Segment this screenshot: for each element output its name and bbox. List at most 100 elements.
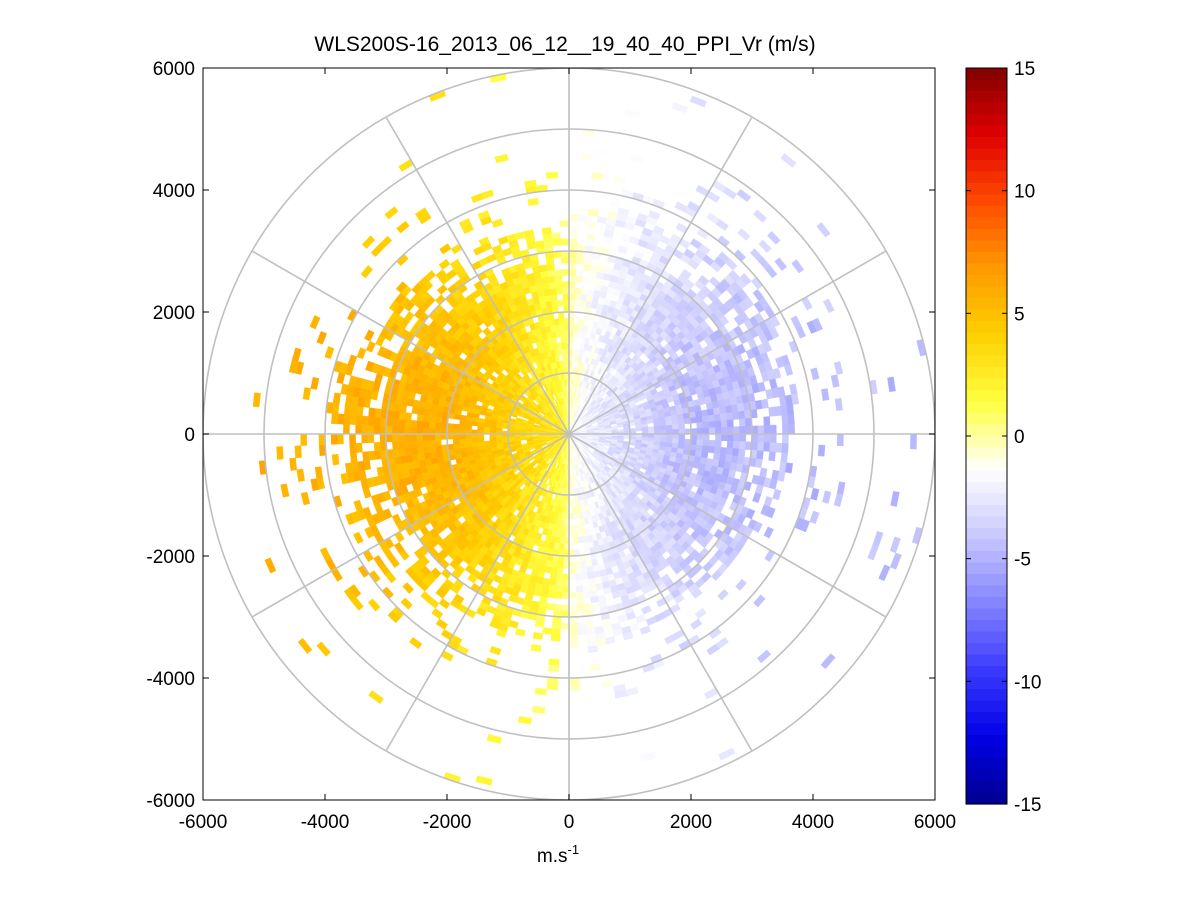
velocity-bin: [591, 172, 604, 181]
velocity-bin: [560, 524, 566, 532]
velocity-bin: [576, 524, 582, 532]
colorbar-swatch: [966, 585, 1007, 598]
velocity-bin: [568, 262, 577, 270]
velocity-bin: [568, 555, 575, 563]
velocity-bin: [404, 440, 412, 449]
velocity-bin: [784, 364, 794, 376]
azimuth-spoke: [251, 250, 570, 435]
velocity-bin: [696, 427, 704, 435]
velocity-bin: [477, 437, 485, 443]
x-tick-label: 2000: [670, 812, 712, 833]
velocity-bin: [588, 663, 601, 672]
velocity-bin: [707, 414, 716, 423]
velocity-bin: [404, 412, 413, 421]
velocity-bin: [545, 300, 553, 309]
velocity-bin: [910, 433, 917, 450]
velocity-bin: [823, 298, 835, 314]
velocity-bin: [768, 326, 780, 339]
velocity-bin: [574, 567, 582, 575]
velocity-bin: [769, 442, 777, 453]
velocity-bin: [580, 293, 588, 302]
velocity-bin: [410, 447, 419, 455]
velocity-bin: [588, 276, 597, 285]
velocity-bin: [560, 336, 566, 344]
velocity-bin: [543, 239, 553, 247]
velocity-bin: [542, 233, 553, 241]
velocity-bin: [343, 587, 357, 602]
velocity-bin: [368, 690, 384, 705]
colorbar-swatch: [966, 597, 1007, 610]
velocity-bin: [367, 598, 381, 612]
velocity-bin: [555, 287, 564, 295]
velocity-bin: [452, 438, 460, 445]
velocity-bin: [465, 442, 473, 448]
azimuth-spoke: [385, 433, 570, 752]
colorbar-tick-label: -5: [1014, 550, 1031, 571]
colorbar-swatch: [966, 516, 1007, 529]
velocity-bin: [780, 452, 789, 463]
velocity-bin: [316, 641, 331, 657]
colorbar-swatch: [966, 401, 1007, 414]
velocity-bin: [558, 317, 565, 325]
velocity-bin: [541, 276, 550, 285]
velocity-bin: [737, 228, 751, 241]
velocity-bin: [423, 452, 432, 460]
velocity-bin: [738, 441, 746, 450]
velocity-bin: [689, 95, 707, 108]
colorbar-swatch: [966, 643, 1007, 656]
velocity-bin: [563, 305, 570, 313]
velocity-bin: [548, 281, 557, 290]
velocity-bin: [560, 610, 570, 618]
velocity-bin: [398, 418, 406, 428]
velocity-bin: [834, 397, 843, 411]
velocity-bin: [554, 324, 561, 332]
velocity-bin: [548, 578, 557, 587]
velocity-bin: [561, 354, 567, 362]
colorbar-swatch: [966, 367, 1007, 380]
velocity-bin: [397, 433, 405, 442]
velocity-bin: [434, 422, 442, 429]
x-tick-label: 0: [564, 812, 575, 833]
velocity-bin: [546, 263, 555, 271]
velocity-bin: [629, 153, 644, 164]
velocity-bin: [817, 444, 826, 457]
velocity-bin: [542, 282, 551, 291]
velocity-bin: [756, 450, 764, 460]
velocity-bin: [757, 433, 765, 443]
velocity-bin: [718, 453, 727, 462]
x-tick-label: -2000: [423, 812, 472, 833]
colorbar-tick-label: 10: [1014, 182, 1035, 203]
colorbar-swatch: [966, 712, 1007, 725]
velocity-bin: [545, 257, 555, 265]
velocity-bin: [345, 513, 356, 526]
velocity-bin: [754, 458, 763, 469]
velocity-bin: [639, 625, 651, 635]
velocity-bin: [416, 440, 424, 448]
colorbar-tick-label: -10: [1014, 672, 1041, 693]
velocity-bin: [428, 439, 436, 447]
velocity-bin: [361, 433, 369, 444]
velocity-bin: [349, 414, 357, 425]
velocity-bin: [593, 240, 604, 249]
velocity-bin: [763, 424, 771, 435]
velocity-bin: [534, 240, 545, 249]
velocity-bin: [459, 442, 467, 449]
velocity-bin: [725, 447, 734, 456]
velocity-bin: [648, 210, 661, 221]
velocity-bin: [310, 376, 320, 390]
velocity-bin: [297, 637, 313, 654]
velocity-bin: [276, 446, 284, 460]
velocity-bin: [527, 197, 539, 206]
velocity-bin: [575, 281, 583, 289]
velocity-bin: [459, 424, 466, 430]
velocity-bin: [449, 258, 462, 270]
velocity-bin: [694, 410, 703, 418]
colorbar-swatch: [966, 355, 1007, 368]
velocity-bin: [580, 566, 588, 575]
velocity-bin: [367, 433, 375, 444]
velocity-bin: [583, 263, 592, 271]
velocity-bin: [701, 445, 710, 453]
velocity-bin: [576, 603, 585, 611]
velocity-bin: [700, 409, 709, 417]
